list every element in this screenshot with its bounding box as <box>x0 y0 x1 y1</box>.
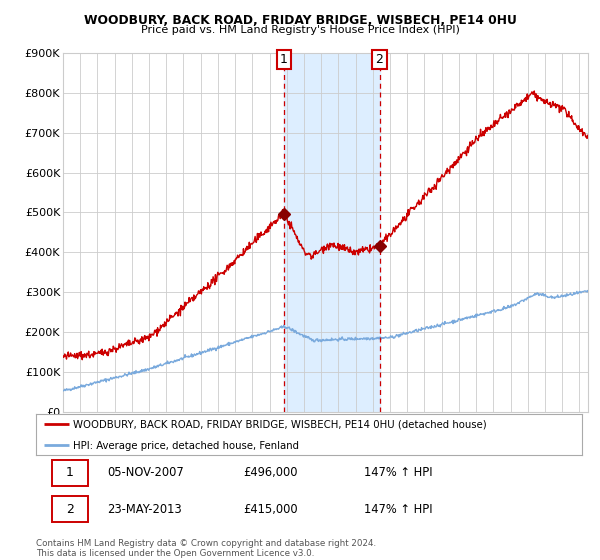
Text: Price paid vs. HM Land Registry's House Price Index (HPI): Price paid vs. HM Land Registry's House … <box>140 25 460 35</box>
Text: 2: 2 <box>376 53 383 66</box>
Text: £415,000: £415,000 <box>244 503 298 516</box>
Text: 147% ↑ HPI: 147% ↑ HPI <box>364 466 432 479</box>
Text: 1: 1 <box>280 53 288 66</box>
FancyBboxPatch shape <box>52 460 88 486</box>
Text: 05-NOV-2007: 05-NOV-2007 <box>107 466 184 479</box>
Text: Contains HM Land Registry data © Crown copyright and database right 2024.
This d: Contains HM Land Registry data © Crown c… <box>36 539 376 558</box>
Text: 1: 1 <box>66 466 74 479</box>
Text: WOODBURY, BACK ROAD, FRIDAY BRIDGE, WISBECH, PE14 0HU (detached house): WOODBURY, BACK ROAD, FRIDAY BRIDGE, WISB… <box>73 420 487 430</box>
Text: HPI: Average price, detached house, Fenland: HPI: Average price, detached house, Fenl… <box>73 441 299 451</box>
FancyBboxPatch shape <box>52 496 88 522</box>
Bar <box>284 53 380 412</box>
Text: WOODBURY, BACK ROAD, FRIDAY BRIDGE, WISBECH, PE14 0HU: WOODBURY, BACK ROAD, FRIDAY BRIDGE, WISB… <box>83 14 517 27</box>
Text: 2: 2 <box>66 503 74 516</box>
Text: 147% ↑ HPI: 147% ↑ HPI <box>364 503 432 516</box>
Text: 23-MAY-2013: 23-MAY-2013 <box>107 503 182 516</box>
Text: £496,000: £496,000 <box>244 466 298 479</box>
